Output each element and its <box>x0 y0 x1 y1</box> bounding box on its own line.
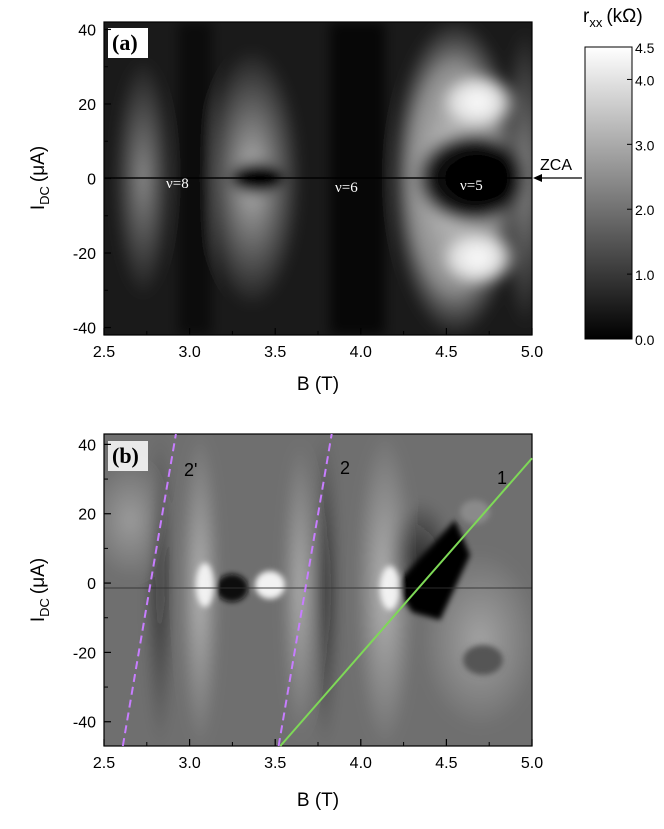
colorbar-tick-label: 4.0 <box>635 72 655 88</box>
colorbar-tick-label: 1.0 <box>635 267 655 283</box>
colorbar-label-sub: xx <box>589 15 603 30</box>
panel-label-a: (a) <box>112 30 138 55</box>
x-axis-label-a: B (T) <box>297 374 339 395</box>
fit-line-1 <box>121 433 177 747</box>
filling-label-nu8: ν=8 <box>166 176 189 192</box>
x-tick-label: 4.0 <box>350 344 372 361</box>
x-tick-label: 4.5 <box>435 344 457 361</box>
y-tick-label: 40 <box>78 437 96 454</box>
fit-lines-b <box>121 433 533 747</box>
y-tick-label: 20 <box>78 97 96 114</box>
colorbar-label: rxx (kΩ) <box>583 6 643 30</box>
colorbar-tick-label: 2.0 <box>635 202 655 218</box>
filling-label-nu5: ν=5 <box>460 178 483 194</box>
filling-label-nu6: ν=6 <box>335 180 358 196</box>
x-tick-label: 4.5 <box>435 755 457 772</box>
x-tick-label: 3.0 <box>178 755 200 772</box>
colorbar-ticks: 4.5 4.0 3.0 2.0 1.0 0.0 <box>627 40 655 348</box>
x-tick-label: 3.5 <box>264 755 286 772</box>
y-tick-label: -40 <box>73 715 96 732</box>
line-label-2: 2 <box>340 458 350 478</box>
y-tick-label: -20 <box>73 246 96 263</box>
x-axis-label-b: B (T) <box>297 790 339 811</box>
panel-label-b: (b) <box>112 443 139 468</box>
line-label-1: 1 <box>497 468 507 488</box>
y-axis-label-a-main: I <box>28 205 49 210</box>
x-tick-label: 3.5 <box>264 344 286 361</box>
colorbar-tick-label: 3.0 <box>635 137 655 153</box>
axes-a: 2.5 3.0 3.5 4.0 4.5 5.0 40 20 0 -20 -40 <box>73 22 543 361</box>
heatmap-b <box>104 434 532 746</box>
zca-label: ZCA <box>540 157 572 174</box>
y-tick-label: -40 <box>73 321 96 338</box>
y-axis-label-b-unit: (μA) <box>28 558 49 594</box>
colorbar-tick-label: 0.0 <box>635 332 655 348</box>
x-tick-label: 2.5 <box>93 344 115 361</box>
y-tick-label: 0 <box>87 172 96 189</box>
x-tick-label: 5.0 <box>521 755 543 772</box>
y-axis-label-a-unit: (μA) <box>28 146 49 182</box>
colorbar-tick-label: 4.5 <box>635 40 655 56</box>
zca-arrow-head <box>533 174 542 182</box>
axes-b: 2.5 3.0 3.5 4.0 4.5 5.0 40 20 0 -20 -40 <box>73 437 543 772</box>
x-tick-label: 4.0 <box>350 755 372 772</box>
y-tick-label: 40 <box>78 22 96 39</box>
y-tick-label: 20 <box>78 507 96 524</box>
y-axis-label-a-sub: DC <box>37 186 52 205</box>
y-axis-label-b: IDC (μA) <box>28 558 52 622</box>
colorbar-label-main: r <box>583 6 590 27</box>
x-tick-label: 2.5 <box>93 755 115 772</box>
x-tick-label: 5.0 <box>521 344 543 361</box>
y-tick-label: 0 <box>87 576 96 593</box>
y-tick-label: -20 <box>73 645 96 662</box>
x-tick-label: 3.0 <box>178 344 200 361</box>
colorbar <box>584 46 633 340</box>
y-axis-label-a: IDC (μA) <box>28 146 52 210</box>
y-axis-label-b-main: I <box>28 617 49 622</box>
line-label-2prime: 2' <box>184 460 197 480</box>
y-axis-label-b-sub: DC <box>37 598 52 617</box>
fit-line-3 <box>279 457 533 747</box>
fit-line-2 <box>277 433 333 747</box>
heatmap-a <box>104 22 532 335</box>
colorbar-label-unit: (kΩ) <box>606 6 642 27</box>
